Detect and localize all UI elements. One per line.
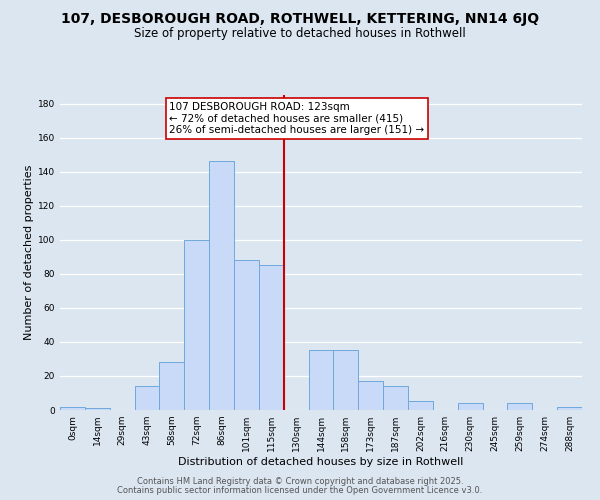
Text: 107 DESBOROUGH ROAD: 123sqm
← 72% of detached houses are smaller (415)
26% of se: 107 DESBOROUGH ROAD: 123sqm ← 72% of det…	[169, 102, 424, 135]
Bar	[60, 406, 85, 410]
Text: Size of property relative to detached houses in Rothwell: Size of property relative to detached ho…	[134, 28, 466, 40]
Bar	[209, 162, 234, 410]
Bar	[160, 362, 184, 410]
Text: 107, DESBOROUGH ROAD, ROTHWELL, KETTERING, NN14 6JQ: 107, DESBOROUGH ROAD, ROTHWELL, KETTERIN…	[61, 12, 539, 26]
Bar	[383, 386, 408, 410]
Bar	[308, 350, 334, 410]
Bar	[259, 266, 284, 410]
Bar	[334, 350, 358, 410]
Text: Contains HM Land Registry data © Crown copyright and database right 2025.: Contains HM Land Registry data © Crown c…	[137, 477, 463, 486]
Text: Contains public sector information licensed under the Open Government Licence v3: Contains public sector information licen…	[118, 486, 482, 495]
Y-axis label: Number of detached properties: Number of detached properties	[24, 165, 34, 340]
Bar	[408, 402, 433, 410]
Bar	[508, 403, 532, 410]
Bar	[134, 386, 160, 410]
X-axis label: Distribution of detached houses by size in Rothwell: Distribution of detached houses by size …	[178, 457, 464, 467]
Bar	[85, 408, 110, 410]
Bar	[358, 381, 383, 410]
Bar	[458, 403, 482, 410]
Bar	[184, 240, 209, 410]
Bar	[234, 260, 259, 410]
Bar	[557, 406, 582, 410]
